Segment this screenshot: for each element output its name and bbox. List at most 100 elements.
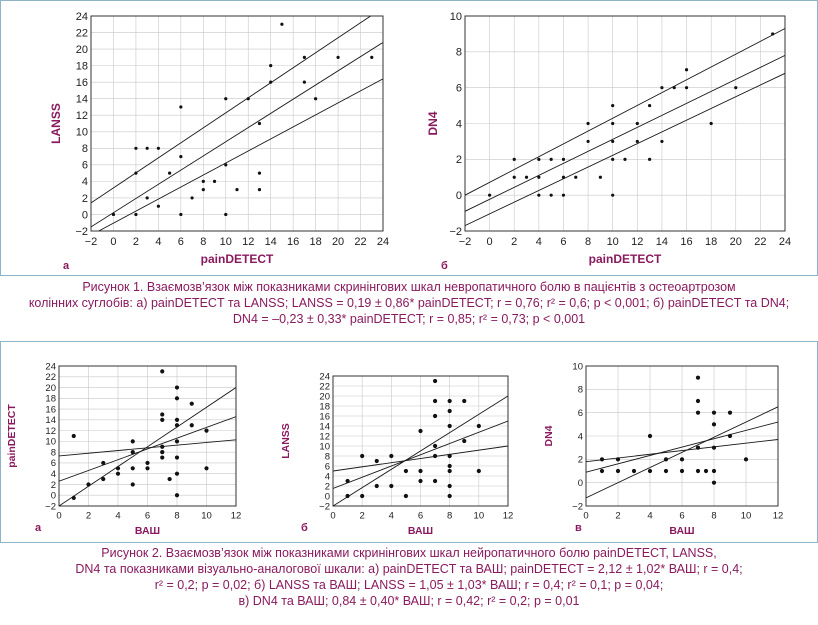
y-tick-label: 16 xyxy=(45,404,56,415)
x-tick-label: 16 xyxy=(287,236,299,248)
data-point xyxy=(574,175,578,179)
x-tick-label: 4 xyxy=(536,236,542,248)
x-tick-label: 2 xyxy=(615,511,620,522)
y-tick-label: 6 xyxy=(82,160,88,172)
data-point xyxy=(611,157,615,161)
y-tick-label: −2 xyxy=(75,226,88,238)
data-point xyxy=(345,493,350,499)
data-point xyxy=(130,482,135,487)
y-tick-label: 8 xyxy=(325,451,330,462)
data-point xyxy=(189,401,194,406)
x-tick-label: 10 xyxy=(220,236,232,248)
data-point xyxy=(360,493,365,499)
data-point xyxy=(174,455,180,460)
data-point xyxy=(160,412,165,417)
data-point xyxy=(684,68,689,72)
data-point xyxy=(179,154,183,159)
x-tick-label: 10 xyxy=(474,511,485,522)
data-point xyxy=(257,188,262,192)
chart-lanss-vs-paindetect: −2 0 2 4 6 8 10 12 14 16 18 20 22 24−2024681012141618… xyxy=(49,11,389,266)
y-tick-label: 16 xyxy=(319,411,330,422)
data-point xyxy=(111,212,116,217)
x-tick-label: 20 xyxy=(730,236,742,248)
data-point xyxy=(709,121,713,126)
y-tick-label: 10 xyxy=(319,441,330,452)
y-tick-label: 16 xyxy=(76,77,88,89)
x-tick-label: 0 xyxy=(56,511,61,522)
data-point xyxy=(447,423,452,429)
y-tick-label: 6 xyxy=(456,83,462,95)
x-axis-label: ВАШ xyxy=(408,525,433,537)
data-point xyxy=(174,423,180,428)
data-point xyxy=(160,444,165,449)
y-tick-label: 0 xyxy=(51,491,56,502)
data-point xyxy=(160,455,165,460)
data-point xyxy=(672,86,676,90)
x-tick-label: 20 xyxy=(332,236,344,248)
data-point xyxy=(174,439,180,444)
y-tick-label: 18 xyxy=(45,394,56,405)
data-point xyxy=(711,445,717,450)
x-axis-label: painDETECT xyxy=(201,252,274,266)
data-point xyxy=(771,32,775,36)
data-point xyxy=(432,398,438,404)
data-point xyxy=(145,196,149,200)
data-point xyxy=(86,482,91,487)
y-tick-label: 24 xyxy=(45,361,56,372)
confidence-band-line xyxy=(59,416,236,482)
y-tick-label: 0 xyxy=(325,491,330,502)
data-point xyxy=(695,445,701,450)
data-point xyxy=(179,105,183,109)
caption-line: колінних суглобів: а) painDETECT та LANS… xyxy=(28,296,790,310)
x-tick-label: 8 xyxy=(711,511,716,522)
caption-line: r² = 0,2; p = 0,02; б) LANSS та ВАШ; LAN… xyxy=(154,578,664,592)
data-point xyxy=(101,476,106,482)
regression-line xyxy=(586,406,778,499)
x-tick-label: 10 xyxy=(607,236,619,248)
data-point xyxy=(370,55,374,59)
data-point xyxy=(447,493,452,499)
data-point xyxy=(512,175,516,179)
data-point xyxy=(145,146,149,150)
regression-line xyxy=(465,55,785,212)
y-tick-label: 10 xyxy=(450,11,462,23)
y-tick-label: 4 xyxy=(51,469,56,480)
y-tick-label: 2 xyxy=(51,480,56,491)
data-point xyxy=(302,80,306,84)
data-point xyxy=(524,175,529,179)
y-tick-label: 4 xyxy=(578,431,583,442)
x-tick-label: −2 xyxy=(85,236,98,248)
data-point xyxy=(561,193,566,197)
data-point xyxy=(403,468,409,474)
data-point xyxy=(432,478,438,484)
data-point xyxy=(611,121,615,126)
y-tick-label: 20 xyxy=(76,44,88,56)
data-point xyxy=(145,460,150,466)
data-point xyxy=(174,385,180,390)
x-tick-label: 6 xyxy=(679,511,684,522)
data-point xyxy=(447,483,452,489)
data-point xyxy=(447,468,452,474)
data-point xyxy=(727,433,733,439)
data-point xyxy=(586,139,590,144)
x-tick-label: 12 xyxy=(503,511,514,522)
y-tick-label: 8 xyxy=(82,143,88,155)
figure-1-box: −2 0 2 4 6 8 10 12 14 16 18 20 22 24 −2 0 2 4 6 8 10 12 14 16 18… xyxy=(0,0,818,276)
y-tick-label: 12 xyxy=(319,431,330,442)
y-tick-label: 18 xyxy=(319,401,330,412)
y-tick-label: 8 xyxy=(51,447,56,458)
y-tick-label: 0 xyxy=(578,478,583,489)
data-point xyxy=(224,212,228,217)
data-point xyxy=(280,22,284,26)
confidence-band-line xyxy=(333,420,508,489)
data-point xyxy=(115,466,121,471)
data-point xyxy=(549,193,553,197)
x-tick-label: 22 xyxy=(354,236,366,248)
data-point xyxy=(711,422,717,427)
y-tick-label: 8 xyxy=(456,47,462,59)
data-point xyxy=(598,175,602,179)
data-point xyxy=(703,468,709,474)
data-point xyxy=(648,157,652,161)
data-point xyxy=(462,438,467,444)
plot-frame xyxy=(90,15,384,232)
